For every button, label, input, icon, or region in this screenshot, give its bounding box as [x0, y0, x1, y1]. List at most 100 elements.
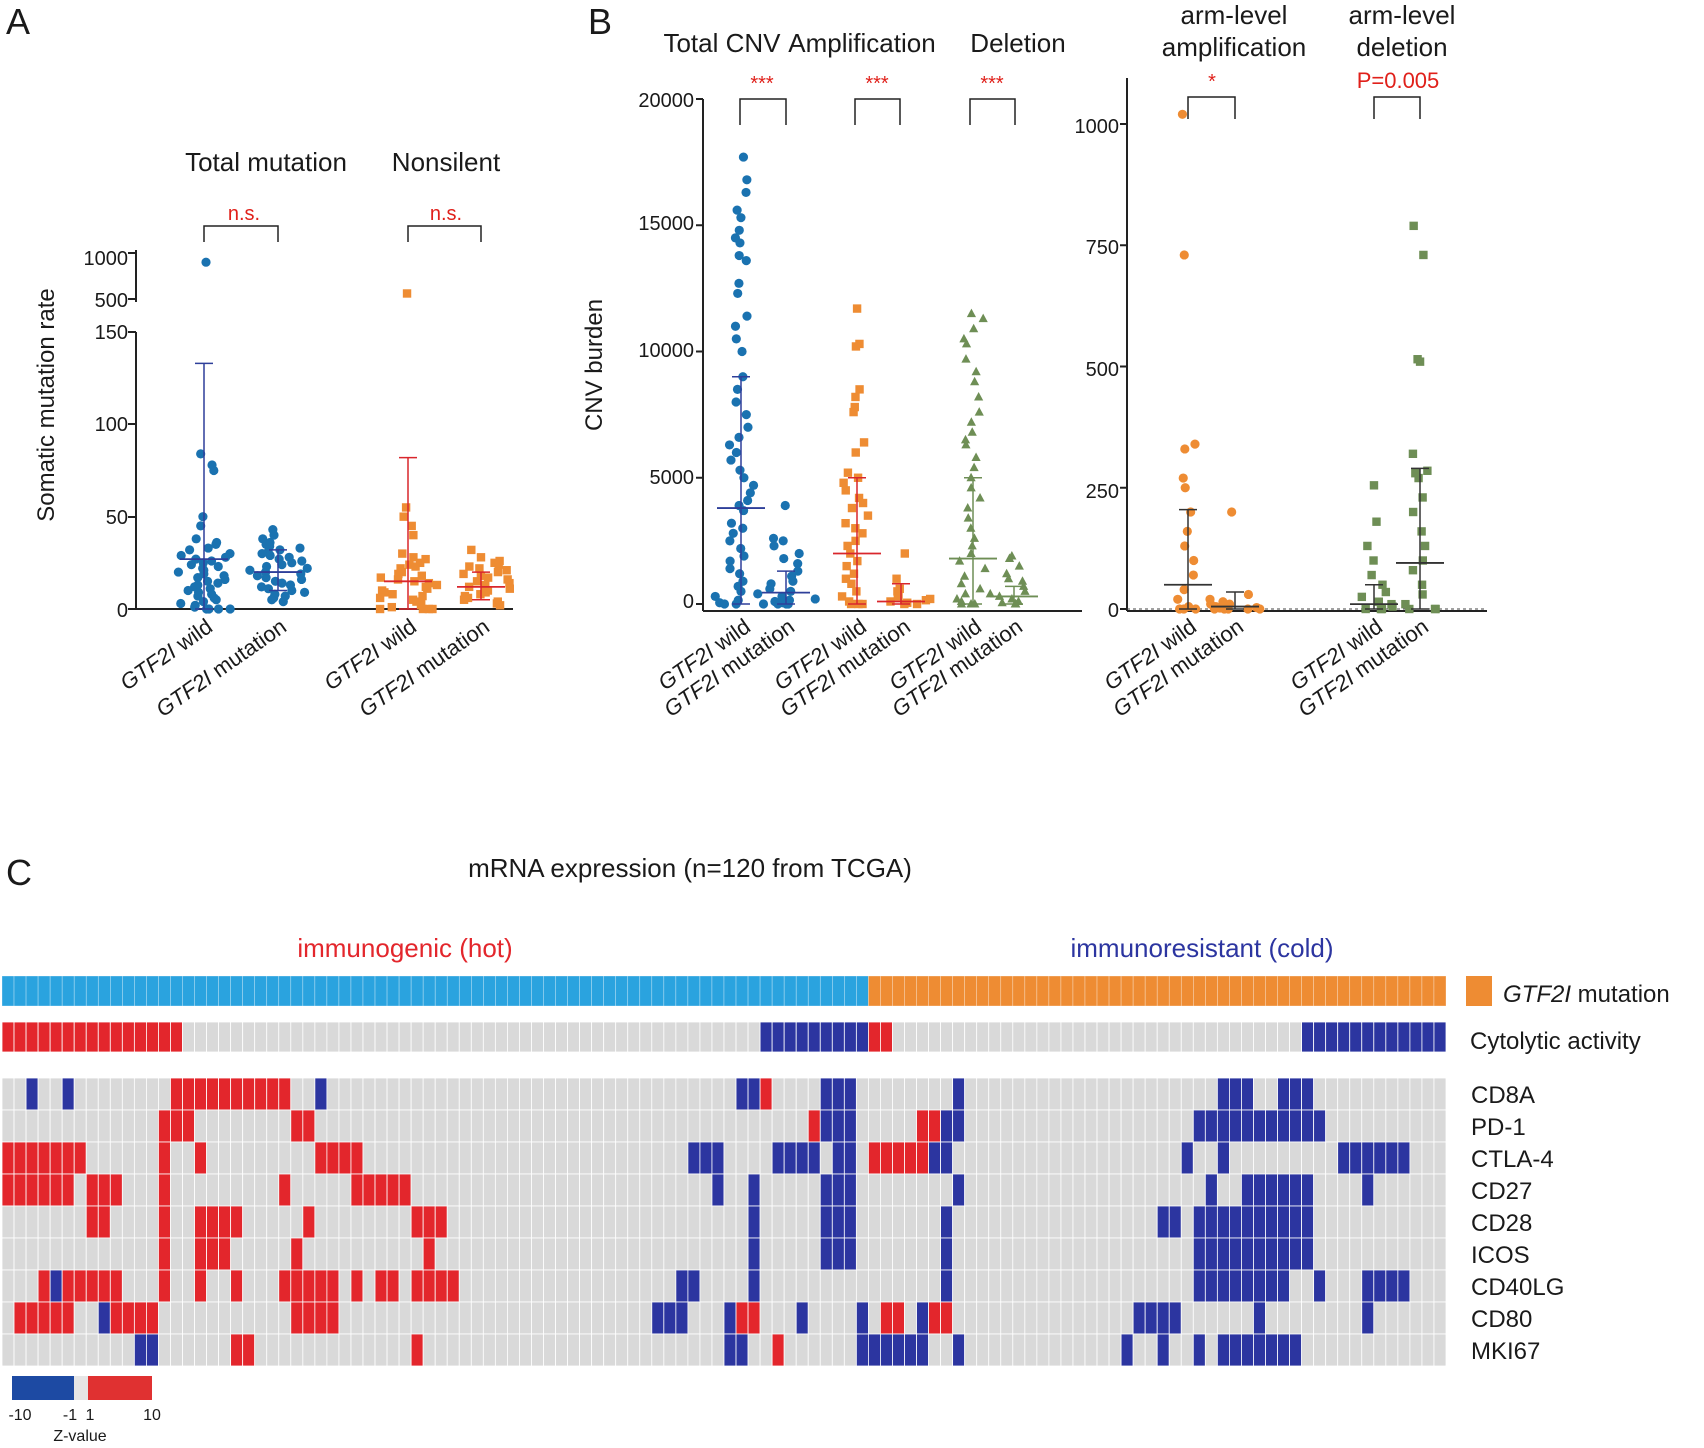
panel-a-series-1-point: [299, 587, 310, 597]
heatmap-cell: [675, 1077, 689, 1111]
heatmap-cell: [783, 1237, 797, 1271]
mutation-cell: [543, 975, 556, 1007]
heatmap-cell: [1301, 1077, 1315, 1111]
heatmap-cell: [133, 1333, 147, 1367]
panel-b-right-series-3-point: [1401, 599, 1410, 609]
heatmap-cell: [85, 1237, 99, 1271]
panel-b-left-series-4-point: [971, 452, 981, 462]
heatmap-cell: [1036, 1333, 1050, 1367]
heatmap-cell: [1036, 1173, 1050, 1207]
heatmap-cell: [158, 1109, 171, 1143]
mutation-cell: [892, 975, 905, 1007]
colorbar-grey: [74, 1376, 88, 1400]
heatmap-cell: [85, 1141, 99, 1175]
heatmap-cell: [362, 1109, 376, 1143]
panel-a-series-0-point: [201, 257, 211, 267]
mutation-cell: [1060, 975, 1074, 1007]
heatmap-cell: [819, 1173, 833, 1207]
heatmap-cell: [1409, 1205, 1423, 1239]
panel-letter-a: A: [6, 1, 30, 42]
heatmap-cell: [290, 1077, 304, 1111]
panel-b-group-armdel-2: deletion: [1356, 32, 1447, 62]
heatmap-cell: [49, 1237, 63, 1271]
heatmap-cell: [1253, 1301, 1266, 1335]
heatmap-cell: [434, 1077, 448, 1111]
panel-a-series-1-point: [287, 558, 297, 568]
panel-b-left-series-1-point: [753, 589, 763, 599]
panel-a-series-2-point: [409, 553, 418, 562]
heatmap-cell: [567, 1109, 580, 1143]
heatmap-cell: [1120, 1109, 1134, 1143]
panel-a-series-3-point: [495, 601, 505, 610]
heatmap-cell: [121, 1205, 135, 1239]
panel-b-bracket-armamp: [1187, 96, 1236, 119]
heatmap-cell: [735, 1205, 749, 1239]
panel-a-series-2-point: [423, 584, 432, 593]
mutation-cell: [1, 975, 15, 1007]
panel-b-left-series-1-point: [793, 559, 803, 569]
panel-a-ytick-1000: 1000: [84, 248, 129, 270]
heatmap-cell: [1325, 1077, 1339, 1111]
heatmap-cell: [314, 1333, 328, 1367]
heatmap-cell: [1072, 1269, 1086, 1303]
mutation-cell: [1205, 975, 1218, 1007]
heatmap-cell: [699, 1205, 713, 1239]
heatmap-cell: [531, 1301, 544, 1335]
heatmap-cell: [374, 1077, 388, 1111]
heatmap-cell: [855, 1237, 869, 1271]
panel-b-ytick-left-0: 0: [683, 591, 694, 613]
cytolytic-cell: [506, 1021, 520, 1053]
heatmap-cell: [13, 1205, 27, 1239]
heatmap-cell: [25, 1301, 39, 1335]
heatmap-cell: [1180, 1173, 1194, 1207]
heatmap-cell: [819, 1141, 833, 1175]
panel-b-left-series-2-point: [850, 402, 859, 412]
heatmap-cell: [302, 1269, 316, 1303]
heatmap-cell: [25, 1077, 39, 1111]
heatmap-cell: [735, 1173, 749, 1207]
heatmap-cell: [1144, 1333, 1158, 1367]
panel-b-left-series-0-point: [734, 250, 744, 261]
heatmap-cell: [338, 1173, 352, 1207]
heatmap-cell: [988, 1333, 1002, 1367]
cytolytic-cell: [218, 1021, 232, 1053]
heatmap-cell: [482, 1141, 496, 1175]
panel-a-series-2-point: [375, 604, 385, 614]
panel-a-series-0-point: [176, 550, 186, 561]
gene-label: CD80: [1471, 1306, 1532, 1333]
panel-b-left-series-4-point: [969, 323, 979, 333]
heatmap-cell: [928, 1269, 941, 1303]
heatmap-cell: [940, 1301, 954, 1335]
mutation-cell: [1156, 975, 1170, 1007]
panel-b-left-series-0-point: [735, 569, 745, 579]
heatmap-cell: [651, 1173, 665, 1207]
heatmap-cell: [964, 1141, 978, 1175]
heatmap-cell: [1216, 1269, 1230, 1303]
heatmap-cell: [1325, 1269, 1339, 1303]
heatmap-cell: [49, 1077, 63, 1111]
heatmap-cell: [543, 1237, 556, 1271]
panel-a-category-state: mutation: [202, 614, 290, 686]
panel-a-series-3-point: [502, 566, 511, 575]
heatmap-cell: [37, 1109, 51, 1143]
heatmap-cell: [1421, 1109, 1435, 1143]
heatmap-cell: [314, 1269, 328, 1303]
heatmap-cell: [1012, 1333, 1026, 1367]
heatmap-cell: [964, 1109, 978, 1143]
cytolytic-cell: [555, 1021, 568, 1053]
panel-a-series-1-point: [296, 574, 307, 585]
heatmap-cell: [61, 1269, 75, 1303]
panel-a-series-2-point: [418, 591, 427, 601]
panel-a-series-3-point: [465, 562, 474, 571]
panel-b-right-series-0-point: [1173, 594, 1183, 604]
heatmap-cell: [73, 1301, 87, 1335]
heatmap-cell: [1325, 1173, 1339, 1207]
heatmap-cell: [615, 1269, 629, 1303]
heatmap-cell: [735, 1141, 749, 1175]
heatmap-cell: [916, 1077, 929, 1111]
mutation-cell: [928, 975, 941, 1007]
heatmap-cell: [458, 1109, 472, 1143]
heatmap-cell: [699, 1333, 713, 1367]
cytolytic-cell: [350, 1021, 364, 1053]
heatmap-cell: [1349, 1301, 1363, 1335]
